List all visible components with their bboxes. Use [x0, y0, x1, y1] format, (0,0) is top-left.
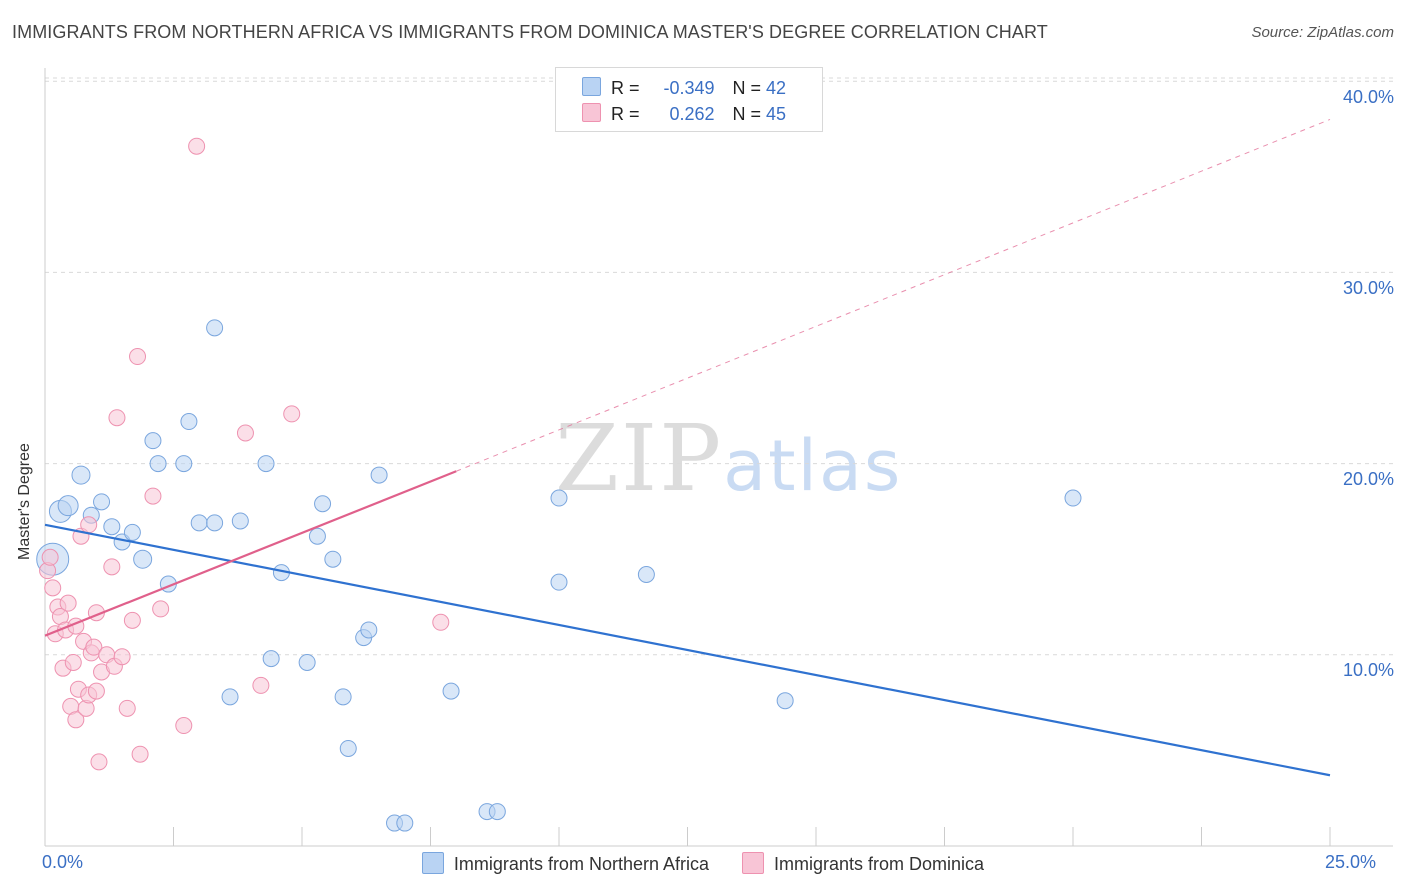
northern-africa-point: [144, 432, 162, 450]
northern-africa-point: [550, 489, 568, 507]
dominica-point: [283, 405, 301, 423]
dominica-trend-extension: [456, 118, 1331, 472]
northern-africa-point: [442, 682, 460, 700]
legend-label: Immigrants from Northern Africa: [453, 854, 709, 874]
northern-africa-point: [206, 319, 224, 337]
dominica-point: [67, 711, 85, 729]
legend-row-northern-africa: R = -0.349 N = 42: [582, 77, 786, 99]
dominica-point: [44, 579, 62, 597]
dominica-point: [103, 558, 121, 576]
dominica-trend-line: [44, 470, 457, 637]
northern-africa-point: [298, 653, 316, 671]
legend-n-label: N =: [732, 104, 767, 124]
legend-row-dominica: R = 0.262 N = 45: [582, 103, 786, 125]
x-tick-label-min: 0.0%: [42, 852, 84, 872]
dominica-point: [113, 648, 131, 666]
northern-africa-point: [257, 455, 275, 473]
pink-swatch-icon: [742, 852, 765, 874]
legend-r-label: R =: [611, 104, 645, 124]
northern-africa-point: [334, 688, 352, 706]
dominica-point: [152, 600, 170, 618]
dominica-point: [80, 516, 98, 534]
northern-africa-point: [180, 413, 198, 431]
dominica-point: [87, 682, 105, 700]
legend-r-value: -0.349: [663, 78, 715, 98]
y-tick-label: 20.0%: [1342, 469, 1394, 489]
northern-africa-trend-line: [44, 523, 1331, 777]
legend-item-dominica[interactable]: Immigrants from Dominica: [742, 852, 984, 875]
dominica-point: [236, 424, 254, 442]
blue-swatch-icon: [421, 852, 444, 874]
trend-lines: [44, 118, 1331, 777]
dominica-point: [64, 653, 82, 671]
northern-africa-point: [175, 455, 193, 473]
x-tick-label-max: 25.0%: [1325, 852, 1377, 872]
dominica-point: [59, 594, 77, 612]
legend-r-label: R =: [611, 78, 645, 98]
northern-africa-point: [308, 527, 326, 545]
watermark: ZIPatlas: [555, 405, 902, 512]
northern-africa-point: [93, 493, 111, 511]
northern-africa-point: [206, 514, 224, 532]
northern-africa-point: [396, 814, 414, 832]
dominica-point: [188, 137, 206, 155]
dominica-point: [131, 745, 149, 763]
y-axis-label: Master's Degree: [16, 443, 33, 560]
dominica-point: [108, 409, 126, 427]
northern-africa-point: [314, 495, 332, 513]
northern-africa-point: [637, 565, 655, 583]
axes: [44, 68, 1393, 847]
legend-r-value: 0.262: [669, 104, 715, 124]
northern-africa-point: [123, 523, 141, 541]
northern-africa-point: [133, 549, 153, 569]
dominica-point: [123, 611, 141, 629]
dominica-point: [90, 753, 108, 771]
northern-africa-point: [550, 573, 568, 591]
data-points: [36, 137, 1082, 832]
northern-africa-point: [231, 512, 249, 530]
dominica-point: [175, 717, 193, 735]
northern-africa-point: [190, 514, 208, 532]
legend-label: Immigrants from Dominica: [774, 854, 985, 874]
dominica-point: [129, 348, 147, 366]
source-label: Source: ZipAtlas.com: [1251, 24, 1394, 41]
dominica-point: [41, 548, 59, 566]
northern-africa-point: [488, 803, 506, 821]
legend-n-value: 45: [766, 104, 787, 124]
gridlines: [45, 77, 1393, 656]
northern-africa-point: [370, 466, 388, 484]
northern-africa-point: [262, 650, 280, 668]
legend-n-value: 42: [766, 78, 787, 98]
northern-africa-point: [1064, 489, 1082, 507]
legend-n-label: N =: [732, 78, 767, 98]
pink-swatch-icon: [582, 103, 601, 122]
northern-africa-point: [71, 465, 91, 485]
dominica-point: [118, 699, 136, 717]
watermark-atlas: atlas: [723, 425, 903, 507]
northern-africa-point: [324, 550, 342, 568]
northern-africa-point: [360, 621, 378, 639]
legend-item-northern-africa[interactable]: Immigrants from Northern Africa: [421, 852, 709, 875]
watermark-zip: ZIP: [555, 405, 724, 512]
blue-swatch-icon: [582, 77, 601, 96]
northern-africa-point: [149, 455, 167, 473]
northern-africa-point: [221, 688, 239, 706]
dominica-point: [144, 487, 162, 505]
y-tick-label: 30.0%: [1342, 278, 1394, 298]
series-legend: Immigrants from Northern Africa Immigran…: [0, 852, 1406, 875]
northern-africa-point: [57, 495, 79, 517]
northern-africa-point: [776, 692, 794, 710]
dominica-point: [252, 676, 270, 694]
chart-title: IMMIGRANTS FROM NORTHERN AFRICA VS IMMIG…: [12, 22, 1048, 42]
northern-africa-point: [103, 518, 121, 536]
northern-africa-point: [339, 739, 357, 757]
dominica-point: [432, 613, 450, 631]
correlation-legend: R = -0.349 N = 42 R = 0.262 N = 45: [555, 67, 823, 132]
dominica-point: [85, 638, 103, 656]
y-tick-label: 40.0%: [1342, 87, 1394, 107]
y-tick-label: 10.0%: [1342, 660, 1394, 680]
